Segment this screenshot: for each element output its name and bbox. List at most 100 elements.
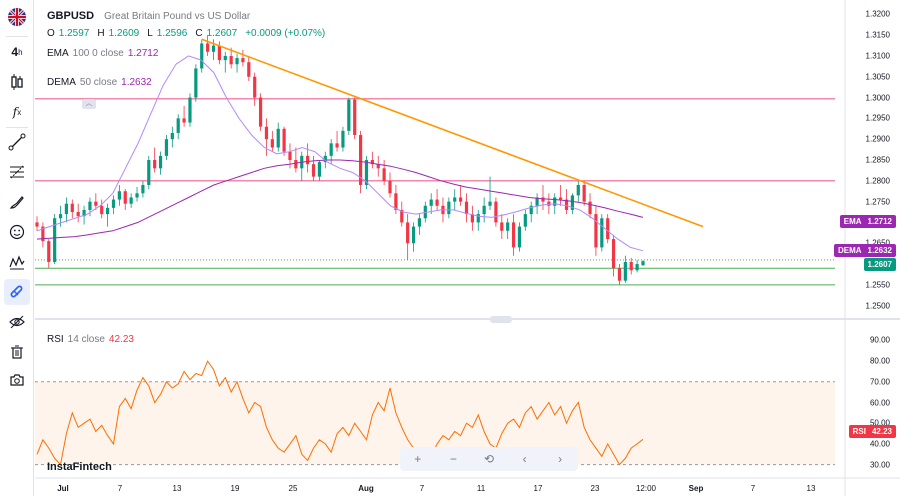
scroll-right-button[interactable]: › [558,452,563,466]
candle [641,260,645,266]
candle-body [370,160,374,165]
candle [435,189,439,210]
low-value: 1.2596 [156,28,188,39]
candle-body [517,226,522,248]
candle-body [500,222,504,231]
candle [311,155,316,181]
rsi-tick-label: 40.00 [869,439,890,449]
time-tick-label: 7 [419,484,425,493]
collapse-legend-button[interactable]: ︿ [82,99,96,109]
time-tick-label: 11 [476,484,486,493]
candle-body [141,184,145,194]
candle-body [64,203,69,215]
reset-chart-button[interactable]: ⟲ [483,452,495,466]
candle [488,176,492,210]
candle-body [176,118,180,133]
zoom-in-button[interactable]: + [414,452,422,466]
candle [153,147,157,173]
candle-body [594,214,598,248]
candle [570,193,574,215]
candle [594,205,598,256]
price-tick-label: 1.2750 [865,197,890,207]
time-tick-label: Sep [688,484,704,493]
open-value: 1.2597 [58,28,90,39]
candle [541,184,545,210]
candle [76,203,80,223]
pane-resize-handle[interactable] [490,316,512,323]
candle [206,35,210,56]
candle-body [400,209,404,223]
candle-body [182,118,186,123]
candle-body [288,151,292,160]
candle [429,193,433,215]
trendline-tool-icon[interactable] [4,129,30,155]
candle-body [206,43,210,52]
dema-legend[interactable]: DEMA 50 close 1.2632 [47,77,152,88]
candle-body [494,201,498,223]
candle-body [553,197,557,206]
price-tick-label: 1.3200 [865,9,890,19]
candle-body [276,128,280,148]
candle-body [47,241,51,262]
dema-name: DEMA [47,77,76,88]
candle-body [435,199,439,206]
dema-tag-value: 1.2632 [867,246,892,255]
brush-tool-icon[interactable] [4,189,30,215]
close-label: C [195,28,203,39]
candle [535,193,539,215]
delete-drawings-icon[interactable] [4,339,30,365]
candle-body [264,126,269,140]
candle-body [523,214,527,227]
candle-body [94,201,98,206]
zoom-out-button[interactable]: − [449,452,457,466]
chart-svg[interactable] [35,0,900,496]
candle [564,189,569,215]
candle [282,126,286,156]
candle-body [506,222,510,231]
candle-body [223,55,227,61]
candle-body [417,218,422,227]
hide-drawings-icon[interactable] [4,309,30,335]
candle-body [335,143,339,148]
candle-body [241,58,245,63]
ema-legend[interactable]: EMA 100 0 close 1.2712 [47,48,158,59]
candle-body [464,201,469,215]
candle [417,214,422,235]
dema-value: 1.2632 [121,77,152,88]
screenshot-icon[interactable] [4,367,30,393]
candle [370,151,374,169]
candle-body [341,130,345,148]
time-tick-label: 12:00 [635,484,657,493]
chart-area[interactable]: GBPUSD Great Britain Pound vs US Dollar … [35,0,900,496]
scroll-left-button[interactable]: ‹ [522,452,527,466]
candle-body [106,207,110,215]
candle [529,201,533,223]
rsi-legend[interactable]: RSI 14 close 42.23 [47,334,134,345]
candle-style-icon[interactable] [4,69,30,95]
time-tick-label: Jul [57,484,69,493]
fib-tool-icon[interactable] [4,159,30,185]
dema-tag-label: DEMA [837,246,862,255]
low-label: L [147,28,153,39]
candle [123,189,127,210]
magnet-tool-icon[interactable] [4,279,30,305]
candle [117,184,121,206]
rsi-tag-label: RSI [852,427,866,436]
dema-line [36,55,644,252]
candle-body [282,128,286,152]
candle [235,53,239,73]
candle [476,209,480,231]
time-tick-label: 13 [172,484,182,493]
candle-body [511,222,516,248]
symbol-name[interactable]: GBPUSD [47,10,95,22]
pattern-tool-icon[interactable] [4,249,30,275]
candle-body [364,160,369,185]
close-value: 1.2607 [206,28,238,39]
candle [611,234,616,277]
candle [629,257,633,275]
emoji-tool-icon[interactable] [4,219,30,245]
ema-price-tag: EMA 1.2712 [839,215,896,228]
candle-body [164,139,169,156]
